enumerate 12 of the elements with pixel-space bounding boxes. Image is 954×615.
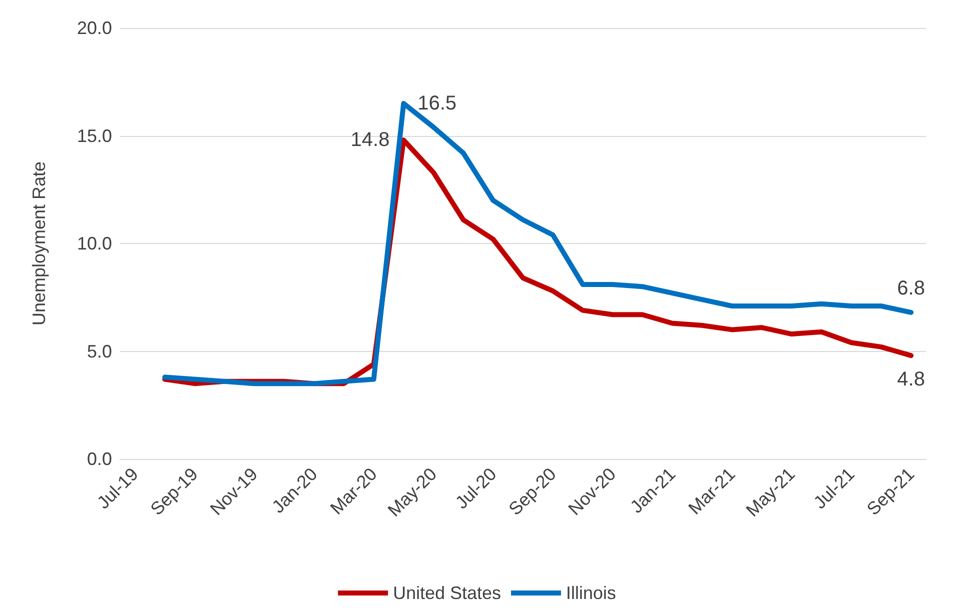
y-tick-label: 5.0 <box>86 341 112 362</box>
y-axis-title: Unemployment Rate <box>29 161 49 326</box>
y-tick-label: 20.0 <box>76 18 112 38</box>
y-tick-label: 10.0 <box>76 234 112 254</box>
legend-label: United States <box>392 583 502 603</box>
data-label: 4.8 <box>897 368 925 391</box>
y-tick-label: 0.0 <box>86 449 112 469</box>
data-label: 14.8 <box>350 129 390 152</box>
legend-label: Illinois <box>566 583 616 603</box>
data-label: 16.5 <box>418 92 457 114</box>
y-tick-label: 15.0 <box>76 126 112 146</box>
data-label: 6.8 <box>897 277 925 300</box>
